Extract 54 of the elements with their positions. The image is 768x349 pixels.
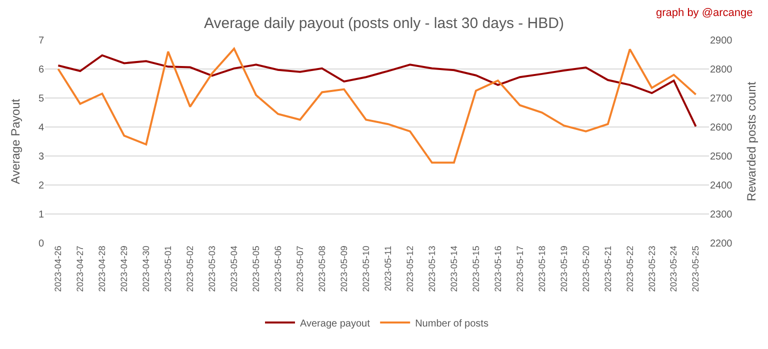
x-tick-label: 2023-05-20: [580, 246, 591, 292]
y2-tick-label: 2500: [710, 152, 733, 162]
x-tick-label: 2023-05-02: [185, 246, 196, 292]
y-tick-label: 0: [38, 238, 44, 250]
y2-tick-label: 2700: [710, 94, 733, 104]
x-tick-label: 2023-04-27: [75, 246, 86, 292]
y2-tick-label: 2400: [710, 180, 733, 192]
y2-tick-label: 2300: [710, 210, 733, 220]
y2-tick-label: 2900: [710, 36, 733, 46]
line-series: [57, 48, 697, 164]
x-tick-label: 2023-04-28: [97, 246, 108, 292]
x-tick-label: 2023-05-04: [229, 246, 240, 292]
x-tick-label: 2023-05-01: [163, 246, 174, 292]
y-tick-label: 6: [38, 64, 44, 76]
x-tick-label: 2023-04-29: [119, 246, 130, 292]
x-tick-label: 2023-05-09: [338, 246, 349, 292]
line-series: [57, 54, 697, 128]
x-tick-label: 2023-05-05: [250, 246, 261, 292]
y-tick-label: 4: [38, 122, 44, 134]
x-tick-label: 2023-05-23: [646, 246, 657, 292]
x-tick-label: 2023-05-14: [448, 246, 459, 292]
chart-title: Average daily payout (posts only - last 30 days - HBD): [204, 14, 564, 32]
y2-axis-title: Rewarded posts count: [744, 81, 759, 202]
x-tick-label: 2023-05-07: [294, 246, 305, 292]
x-tick-label: 2023-05-15: [470, 246, 481, 292]
x-tick-label: 2023-05-25: [690, 246, 701, 292]
x-tick-label: 2023-05-12: [404, 246, 415, 292]
x-tick-label: 2023-05-06: [272, 246, 283, 292]
x-tick-label: 2023-05-22: [624, 246, 635, 292]
y2-tick-label: 2800: [710, 64, 733, 76]
y2-tick-label: 2200: [710, 238, 733, 250]
x-tick-label: 2023-05-03: [207, 246, 218, 292]
x-tick-label: 2023-05-21: [602, 246, 613, 292]
x-tick-label: 2023-05-19: [558, 246, 569, 292]
x-tick-label: 2023-04-30: [141, 246, 152, 292]
x-tick-label: 2023-05-13: [426, 246, 437, 292]
y-axis-title: Average Payout: [8, 98, 23, 184]
y2-tick-label: 2600: [710, 122, 733, 134]
x-tick-label: 2023-04-26: [53, 246, 64, 292]
x-tick-label: 2023-05-08: [316, 246, 327, 292]
legend-label: Number of posts: [415, 318, 488, 330]
x-tick-label: 2023-05-24: [668, 246, 679, 292]
x-tick-label: 2023-05-10: [360, 246, 371, 292]
text: graph by @arcange: [656, 7, 753, 19]
y-tick-label: 3: [38, 152, 44, 162]
y-tick-label: 7: [38, 36, 44, 46]
x-tick-label: 2023-05-18: [536, 246, 547, 292]
y-tick-label: 2: [38, 180, 44, 192]
y-tick-label: 5: [38, 94, 44, 104]
x-tick-label: 2023-05-17: [514, 246, 525, 292]
legend-label: Average payout: [300, 318, 370, 330]
x-tick-label: 2023-05-11: [382, 246, 393, 292]
x-tick-label: 2023-05-16: [492, 246, 503, 292]
y-tick-label: 1: [38, 210, 44, 220]
